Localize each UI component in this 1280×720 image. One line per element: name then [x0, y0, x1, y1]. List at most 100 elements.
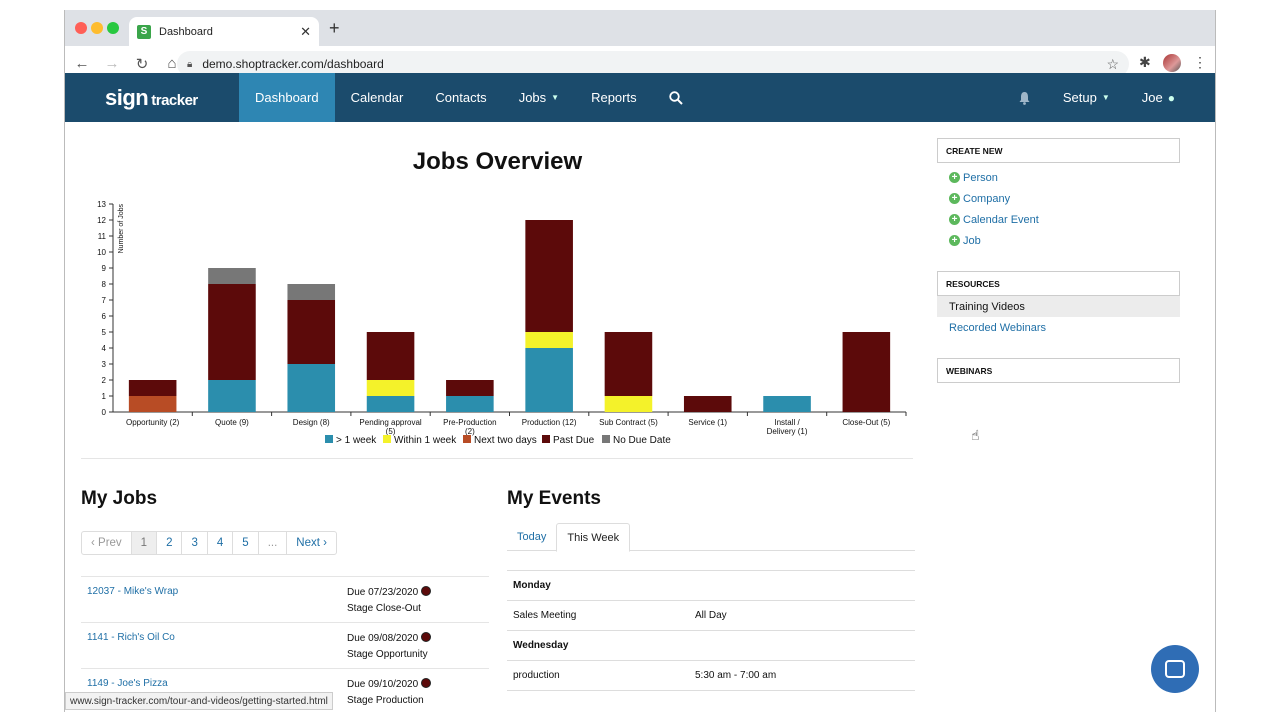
bookmark-star-icon[interactable]: ☆: [1106, 55, 1119, 72]
chat-icon: [1165, 660, 1185, 678]
y-tick-label: 10: [97, 248, 106, 257]
event-name: production: [513, 670, 560, 681]
page-5-button[interactable]: 5: [233, 532, 259, 554]
event-day-label: Monday: [513, 580, 551, 591]
x-tick-label: Quote (9): [215, 418, 249, 427]
bar-segment: [366, 396, 415, 412]
profile-avatar[interactable]: [1163, 54, 1181, 72]
legend-label: Past Due: [553, 435, 595, 446]
search-icon[interactable]: [653, 73, 699, 122]
home-icon[interactable]: ⌂: [167, 55, 177, 72]
prev-page-button[interactable]: ‹ Prev: [82, 532, 132, 554]
close-tab-icon[interactable]: ✕: [300, 23, 311, 39]
menu-kebab-icon[interactable]: ⋮: [1193, 54, 1207, 70]
tab-strip: S Dashboard ✕ +: [65, 10, 1215, 46]
y-tick-label: 9: [102, 264, 107, 273]
create-company-label: Company: [963, 192, 1011, 205]
chat-launcher-button[interactable]: [1151, 645, 1199, 693]
address-bar[interactable]: 🔒︎ demo.shoptracker.com/dashboard ☆: [177, 51, 1129, 77]
nav-dashboard[interactable]: Dashboard: [239, 73, 335, 122]
event-day-label: Wednesday: [513, 640, 569, 651]
my-jobs-list: 12037 - Mike's Wrap Due 07/23/2020 Stage…: [81, 576, 489, 712]
job-link[interactable]: 1141 - Rich's Oil Co: [87, 632, 175, 643]
nav-reports[interactable]: Reports: [591, 90, 637, 105]
my-jobs-title: My Jobs: [81, 488, 158, 509]
status-bar-url: www.sign-tracker.com/tour-and-videos/get…: [65, 692, 333, 710]
legend-swatch: [325, 435, 333, 443]
job-stage: Stage Close-Out: [347, 603, 421, 614]
tab-title: Dashboard: [159, 25, 213, 38]
training-videos-link[interactable]: Training Videos: [937, 296, 1180, 317]
create-job-link[interactable]: + Job: [937, 230, 1180, 251]
job-stage: Stage Opportunity: [347, 649, 428, 660]
x-tick-label: Pending approval: [359, 418, 421, 427]
y-tick-label: 2: [102, 376, 107, 385]
past-due-status-icon: [421, 678, 432, 688]
create-new-header: CREATE NEW: [937, 138, 1180, 163]
tab-today[interactable]: Today: [517, 530, 547, 543]
create-person-link[interactable]: + Person: [937, 167, 1180, 188]
bar-segment: [208, 284, 256, 380]
logo-main-text: sign: [105, 84, 149, 110]
y-tick-label: 4: [102, 344, 107, 353]
bar-segment: [208, 380, 256, 412]
x-tick-label: Close-Out (5): [842, 418, 890, 427]
legend-swatch: [542, 435, 550, 443]
extensions-icon[interactable]: ✱: [1139, 54, 1151, 70]
divider: [81, 458, 913, 459]
events-table: Monday Sales Meeting All Day Wednesday pr…: [507, 570, 915, 691]
job-due-text: Due 07/23/2020: [347, 587, 419, 598]
x-tick-label: Pre-Production: [443, 418, 496, 427]
page-2-button[interactable]: 2: [157, 532, 183, 554]
bar-segment: [128, 396, 177, 412]
job-row: 1141 - Rich's Oil Co Due 09/08/2020 Stag…: [81, 623, 489, 669]
close-window-button[interactable]: [75, 22, 87, 34]
back-icon[interactable]: ←: [74, 55, 90, 72]
bar-segment: [287, 284, 336, 300]
nav-user-label: Joe: [1141, 90, 1163, 105]
job-row: 12037 - Mike's Wrap Due 07/23/2020 Stage…: [81, 577, 489, 623]
new-tab-icon[interactable]: +: [329, 18, 340, 38]
logo-sub-text: tracker: [151, 91, 198, 109]
nav-contacts[interactable]: Contacts: [435, 90, 487, 105]
bar-segment: [287, 364, 336, 412]
job-due-text: Due 09/08/2020: [347, 633, 419, 644]
signtracker-logo[interactable]: sign tracker: [65, 85, 239, 111]
plus-circle-icon: +: [949, 214, 960, 225]
page-4-button[interactable]: 4: [208, 532, 234, 554]
nav-setup[interactable]: Setup ▼: [1047, 73, 1126, 122]
page-1-button[interactable]: 1: [131, 532, 158, 554]
x-tick-label: Service (1): [688, 418, 727, 427]
nav-user[interactable]: Joe ●: [1126, 73, 1175, 122]
nav-jobs[interactable]: Jobs ▼: [503, 73, 575, 122]
nav-calendar[interactable]: Calendar: [350, 90, 404, 105]
job-link[interactable]: 12037 - Mike's Wrap: [87, 586, 179, 597]
job-link[interactable]: 1149 - Joe's Pizza: [87, 678, 168, 689]
job-row: 1149 - Joe's Pizza Due 09/10/2020 Stage …: [81, 669, 489, 712]
forward-icon[interactable]: →: [104, 55, 120, 72]
tab-this-week[interactable]: This Week: [556, 523, 631, 552]
create-calendar-event-link[interactable]: + Calendar Event: [937, 209, 1180, 230]
reload-icon[interactable]: ↻: [135, 55, 149, 73]
job-due: Due 09/08/2020: [347, 632, 432, 644]
plus-circle-icon: +: [949, 235, 960, 246]
recorded-webinars-link[interactable]: Recorded Webinars: [949, 321, 1047, 334]
page-3-button[interactable]: 3: [182, 532, 208, 554]
x-tick-label: Production (12): [522, 418, 577, 427]
create-company-link[interactable]: + Company: [937, 188, 1180, 209]
nav-setup-label: Setup: [1062, 90, 1097, 105]
y-tick-label: 1: [102, 392, 107, 401]
legend-label: Next two days: [474, 435, 537, 446]
chevron-down-icon: ▼: [551, 93, 560, 102]
event-day-row: Monday: [507, 571, 915, 601]
bar-segment: [604, 396, 653, 412]
y-tick-label: 7: [102, 296, 107, 305]
legend-label: No Due Date: [613, 435, 671, 446]
browser-tab[interactable]: S Dashboard ✕: [129, 17, 319, 46]
next-page-button[interactable]: Next ›: [296, 537, 327, 549]
notifications-bell-icon[interactable]: [1002, 73, 1047, 122]
minimize-window-button[interactable]: [91, 22, 103, 34]
x-tick-label: Opportunity (2): [126, 418, 180, 427]
chart-title: Jobs Overview: [412, 148, 583, 175]
maximize-window-button[interactable]: [107, 22, 119, 34]
